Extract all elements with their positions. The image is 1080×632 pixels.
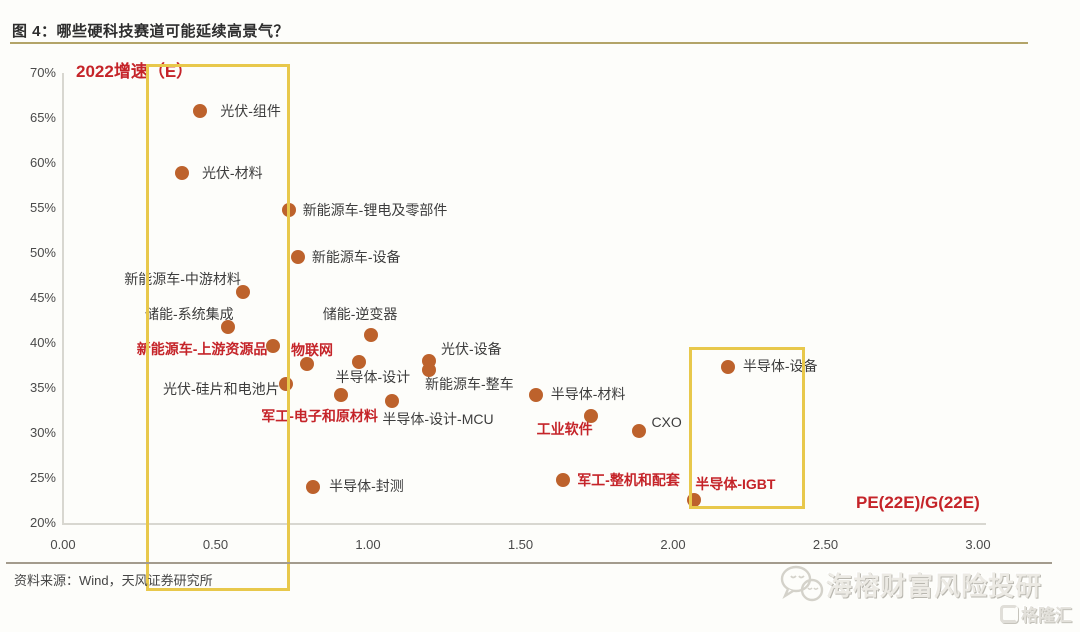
scatter-point [306, 480, 321, 494]
gelonghui-logo-text: 格隆汇 [1021, 606, 1072, 625]
y-axis-tick-label: 25% [29, 470, 56, 485]
point-label: 新能源车-整车 [425, 376, 514, 392]
scatter-point [235, 284, 250, 299]
x-axis-tick-label: 0.00 [50, 537, 76, 552]
source-text: 资料来源：Wind，天风证券研究所 [14, 573, 213, 588]
highlight-box-1 [146, 64, 290, 591]
y-axis-tick-label: 45% [29, 290, 56, 305]
point-label: 储能-系统集成 [145, 305, 234, 322]
y-axis-tick-label: 20% [29, 515, 56, 530]
point-label: 半导体-设计-MCU [382, 410, 494, 427]
point-label: 工业软件 [536, 420, 593, 437]
x-axis-tick-label: 2.00 [660, 537, 686, 552]
x-axis-tick-label: 1.00 [355, 537, 381, 552]
scatter-point [556, 472, 571, 487]
wechat-bubbles-icon [778, 563, 826, 610]
scatter-point [632, 424, 647, 439]
gelonghui-g-icon [1000, 604, 1018, 623]
y-axis-line [62, 73, 64, 523]
scatter-point [528, 388, 543, 403]
highlight-box-2 [689, 347, 805, 509]
scatter-point [422, 363, 436, 377]
x-axis-tick-label: 3.00 [965, 537, 991, 552]
point-label: 物联网 [291, 341, 333, 358]
scatter-point [333, 388, 348, 403]
title-underline [10, 42, 1028, 44]
y-axis-tick-label: 60% [29, 155, 56, 170]
point-label: 半导体-设备 [742, 358, 818, 375]
point-label: 新能源车-中游材料 [124, 270, 241, 287]
point-label: 储能-逆变器 [322, 305, 398, 322]
point-label: 半导体-封测 [329, 478, 404, 494]
scatter-point [364, 327, 379, 342]
scatter-point [193, 103, 208, 118]
scatter-point [351, 354, 366, 369]
y-axis-tick-label: 50% [29, 245, 56, 260]
point-label: 新能源车-设备 [311, 248, 401, 265]
scatter-point [220, 319, 235, 334]
x-axis-title: PE(22E)/G(22E) [856, 493, 980, 512]
y-axis-tick-label: 65% [29, 110, 56, 125]
page-title: 图 4：哪些硬科技赛道可能延续高景气？ [12, 23, 290, 40]
point-label: 军工-整机和配套 [577, 471, 680, 488]
point-label: 新能源车-上游资源品 [136, 340, 268, 357]
scatter-point [720, 360, 735, 375]
point-label: 半导体-设计 [335, 368, 411, 385]
y-axis-tick-label: 35% [29, 380, 56, 395]
x-axis-tick-label: 2.50 [812, 537, 839, 552]
point-label: 光伏-组件 [220, 102, 281, 119]
point-label: 半导体-材料 [550, 386, 626, 403]
point-label: 光伏-材料 [201, 164, 263, 181]
y-axis-tick-label: 40% [29, 335, 56, 350]
watermark-text: 海榕财富风险投研 [826, 571, 1043, 601]
scatter-point [385, 393, 400, 408]
y-axis-tick-label: 55% [29, 200, 56, 215]
point-label: 半导体-IGBT [695, 475, 776, 492]
gelonghui-logo: 格隆汇 [1000, 601, 1072, 626]
x-axis-line [62, 523, 986, 525]
footer-divider [6, 562, 1052, 564]
scatter-point [266, 338, 281, 353]
point-label: 军工-电子和原材料 [261, 408, 378, 425]
y-axis-tick-label: 70% [29, 65, 56, 80]
y-axis-tick-label: 30% [29, 425, 56, 440]
scatter-point [174, 165, 189, 180]
point-label: 光伏-硅片和电池片 [162, 381, 280, 398]
scatter-point [290, 249, 305, 264]
scatter-point [300, 356, 314, 371]
point-label: 新能源车-锂电及零部件 [302, 201, 448, 218]
x-axis-tick-label: 1.50 [507, 537, 534, 552]
point-label: 光伏-设备 [441, 341, 502, 357]
point-label: CXO [651, 414, 682, 431]
x-axis-tick-label: 0.50 [202, 537, 229, 552]
scatter-point [583, 408, 598, 423]
